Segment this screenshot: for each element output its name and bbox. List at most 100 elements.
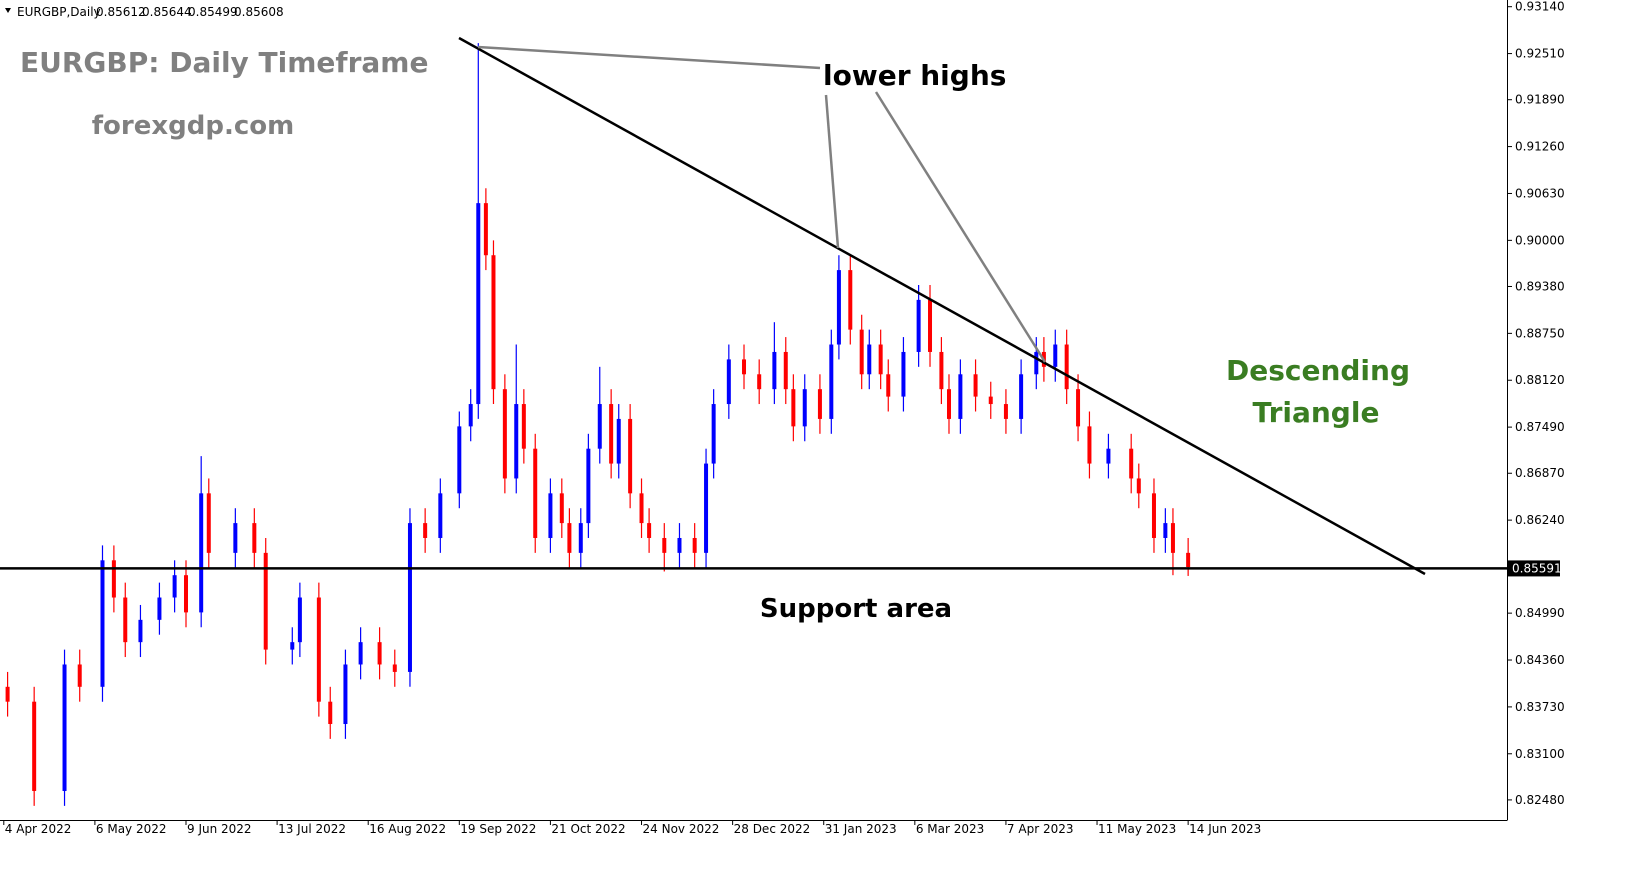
y-tick-label: 0.83100 xyxy=(1515,747,1565,761)
candle-body xyxy=(616,418,621,464)
candle-body xyxy=(407,523,412,672)
candle-body xyxy=(878,344,883,375)
candles xyxy=(5,43,1191,806)
header-value: 0.85612 xyxy=(96,5,146,19)
candle-body xyxy=(377,642,382,665)
y-tick-label: 0.90630 xyxy=(1515,186,1565,200)
header-value: 0.85644 xyxy=(142,5,192,19)
lower-highs-label: lower highs xyxy=(823,59,1006,92)
candle-body xyxy=(77,664,82,687)
symbol-label: EURGBP,Daily xyxy=(17,5,101,19)
candle-body xyxy=(343,664,348,725)
support-label: Support area xyxy=(760,594,952,624)
candle-body xyxy=(252,523,257,553)
x-tick-label: 14 Jun 2023 xyxy=(1189,822,1261,836)
candle-body xyxy=(100,560,105,687)
candle-body xyxy=(1019,374,1024,419)
candle-body xyxy=(1186,552,1191,568)
candle-body xyxy=(1163,523,1168,538)
header-value: 0.85608 xyxy=(234,5,284,19)
x-tick-label: 6 Mar 2023 xyxy=(916,822,984,836)
candle-body xyxy=(783,351,788,390)
candle-body xyxy=(939,351,944,390)
candle-body xyxy=(483,203,488,256)
candle-body xyxy=(1034,351,1039,375)
candle-body xyxy=(172,575,177,598)
chart-title: EURGBP: Daily Timeframe xyxy=(20,46,428,79)
candle-body xyxy=(772,351,777,390)
candle-body xyxy=(1076,389,1081,427)
candle-body xyxy=(521,404,526,449)
y-tick-label: 0.88750 xyxy=(1515,326,1565,340)
candle-body xyxy=(111,560,116,598)
candle-body xyxy=(597,404,602,449)
candle-body xyxy=(138,619,143,643)
candle-body xyxy=(726,359,731,405)
pointer-line xyxy=(824,94,840,249)
y-tick-label: 0.87490 xyxy=(1515,420,1565,434)
candle-body xyxy=(567,523,572,553)
candle-body xyxy=(988,396,993,405)
candle-body xyxy=(628,418,633,494)
pointer-line xyxy=(477,45,821,70)
y-tick-label: 0.91260 xyxy=(1515,140,1565,154)
candle-body xyxy=(647,523,652,538)
candle-body xyxy=(514,404,519,479)
x-tick-label: 7 Apr 2023 xyxy=(1007,822,1074,836)
candle-body xyxy=(1003,404,1008,419)
candle-body xyxy=(1136,478,1141,494)
candle-body xyxy=(559,493,564,524)
candle-body xyxy=(916,299,921,352)
candle-body xyxy=(157,597,162,620)
candle-body xyxy=(677,537,682,553)
candle-body xyxy=(1170,523,1175,553)
y-tick-label: 0.88120 xyxy=(1515,373,1565,387)
price-label-box xyxy=(1508,560,1560,577)
pointer-line xyxy=(874,91,1047,363)
x-tick-label: 16 Aug 2022 xyxy=(369,822,446,836)
candle-body xyxy=(639,493,644,524)
candle-body xyxy=(438,493,443,538)
y-tick-label: 0.92510 xyxy=(1515,47,1565,61)
y-tick-label: 0.90000 xyxy=(1515,233,1565,247)
candle-body xyxy=(502,389,507,479)
candle-body xyxy=(491,255,496,390)
x-tick-label: 9 Jun 2022 xyxy=(187,822,252,836)
candle-body xyxy=(328,701,333,725)
trend-line xyxy=(458,36,1426,576)
candle-body xyxy=(457,426,462,494)
candle-body xyxy=(358,642,363,665)
header-value: 0.85499 xyxy=(188,5,238,19)
pattern-label: Descending xyxy=(1226,354,1410,387)
candle-body xyxy=(692,537,697,553)
candle-body xyxy=(423,523,428,538)
candle-body xyxy=(928,299,933,352)
y-tick-label: 0.84990 xyxy=(1515,606,1565,620)
x-tick-label: 11 May 2023 xyxy=(1098,822,1176,836)
x-tick-label: 19 Sep 2022 xyxy=(460,822,536,836)
y-tick-label: 0.93140 xyxy=(1515,0,1565,14)
y-tick-label: 0.91890 xyxy=(1515,93,1565,107)
candle-body xyxy=(1129,448,1134,479)
candle-body xyxy=(757,374,762,390)
x-tick-label: 13 Jul 2022 xyxy=(278,822,346,836)
y-tick-label: 0.84360 xyxy=(1515,653,1565,667)
candle-body xyxy=(62,664,67,791)
candle-body xyxy=(123,597,128,643)
candle-body xyxy=(829,344,834,419)
candle-body xyxy=(1064,344,1069,390)
candle-body xyxy=(533,448,538,538)
x-tick-label: 4 Apr 2022 xyxy=(5,822,72,836)
candle-body xyxy=(973,374,978,397)
candle-body xyxy=(867,344,872,375)
candle-body xyxy=(1106,448,1111,464)
y-tick-label: 0.89380 xyxy=(1515,279,1565,293)
candle-body xyxy=(886,374,891,397)
y-tick-label: 0.86870 xyxy=(1515,466,1565,480)
candle-body xyxy=(817,389,822,419)
y-tick-label: 0.86240 xyxy=(1515,513,1565,527)
candle-body xyxy=(848,270,853,330)
